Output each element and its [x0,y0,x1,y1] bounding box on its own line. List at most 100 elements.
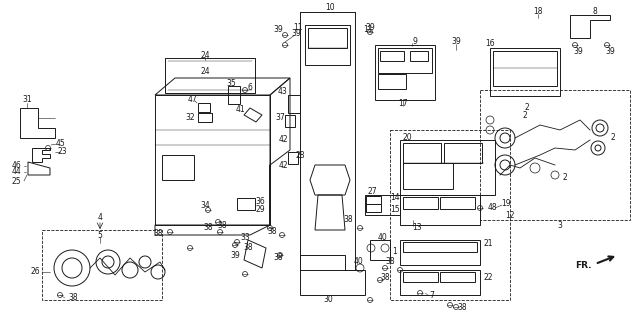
Text: 23: 23 [57,147,67,157]
Text: 27: 27 [367,187,377,197]
Text: 31: 31 [22,95,32,105]
Text: 38: 38 [68,294,78,302]
Text: 1: 1 [392,248,397,256]
Text: 43: 43 [278,88,288,96]
Text: 11: 11 [364,26,372,35]
Text: 33: 33 [240,233,250,243]
Text: 39: 39 [273,26,283,35]
Text: 38: 38 [153,230,163,238]
Text: 8: 8 [593,8,597,16]
Text: 36: 36 [255,198,265,207]
Text: 2: 2 [523,111,527,119]
Bar [155,95,270,225]
Text: 40: 40 [353,257,363,266]
Bar [400,240,480,265]
Text: 40: 40 [377,233,387,243]
Text: 38: 38 [267,227,277,237]
Bar [228,86,240,104]
Text: 7: 7 [429,290,435,300]
Bar [390,130,510,300]
Text: 42: 42 [278,161,288,169]
Text: 22: 22 [483,273,493,283]
Text: 26: 26 [30,267,40,277]
Text: 19: 19 [501,198,511,208]
Text: 39: 39 [573,48,583,56]
Text: 12: 12 [505,210,515,220]
Text: 38: 38 [273,254,283,262]
Text: 38: 38 [243,243,253,253]
Text: 2: 2 [525,104,529,112]
Text: 3: 3 [557,220,563,230]
Bar [400,195,480,225]
Bar [366,204,381,212]
Bar [366,196,381,204]
Text: 47: 47 [187,95,197,105]
Text: 48: 48 [487,203,497,213]
Text: 38: 38 [457,303,467,312]
Bar [440,197,475,209]
Text: 16: 16 [485,39,495,49]
Text: 10: 10 [325,3,335,13]
Text: 39: 39 [451,37,461,47]
Bar [378,74,406,89]
Text: 38: 38 [385,257,395,266]
Text: 17: 17 [398,99,408,107]
Bar [165,58,255,93]
Bar [403,197,438,209]
Text: 44: 44 [11,168,21,176]
Text: 21: 21 [483,238,493,248]
Text: 14: 14 [390,193,400,203]
Bar [480,90,630,220]
Text: 38: 38 [217,220,227,230]
Text: 35: 35 [226,78,236,88]
Text: 5: 5 [97,231,102,239]
Text: 39: 39 [291,28,301,37]
Bar [305,25,350,65]
Bar [400,270,480,295]
Text: 11: 11 [293,22,303,32]
Bar [440,272,475,282]
Bar [308,28,347,48]
Text: 2: 2 [563,174,568,182]
Text: 30: 30 [323,295,333,305]
Bar [403,272,438,282]
Text: 46: 46 [11,162,21,170]
Bar [378,48,432,73]
Bar [375,45,435,100]
Text: 4: 4 [97,213,102,221]
Bar [410,51,428,61]
Bar [42,230,162,300]
Bar [400,140,495,195]
Text: 45: 45 [55,139,65,147]
Bar [380,51,404,61]
Bar [403,143,441,163]
Text: 20: 20 [402,133,412,141]
Text: FR.: FR. [575,261,591,270]
Text: 6: 6 [248,83,252,91]
Text: 24: 24 [200,50,210,60]
Text: 42: 42 [278,135,288,145]
Text: 18: 18 [533,8,543,16]
Text: 9: 9 [413,37,417,47]
Bar [285,115,295,127]
Text: 34: 34 [200,201,210,209]
Text: 38: 38 [203,224,213,232]
Bar [444,143,482,163]
Bar [490,48,560,96]
Bar [288,152,298,164]
Text: 24: 24 [200,67,210,77]
Text: 25: 25 [11,176,21,186]
Bar [162,155,194,180]
Text: 29: 29 [255,205,265,215]
Text: 2: 2 [611,134,616,142]
Bar [403,163,453,189]
Text: 39: 39 [365,22,375,32]
Text: 13: 13 [412,224,422,232]
Text: 28: 28 [295,151,305,159]
Text: 38: 38 [380,273,390,283]
Bar [288,95,300,113]
Text: 38: 38 [343,215,353,225]
Bar [365,195,400,215]
Text: 39: 39 [605,48,615,56]
Text: 39: 39 [230,250,240,260]
